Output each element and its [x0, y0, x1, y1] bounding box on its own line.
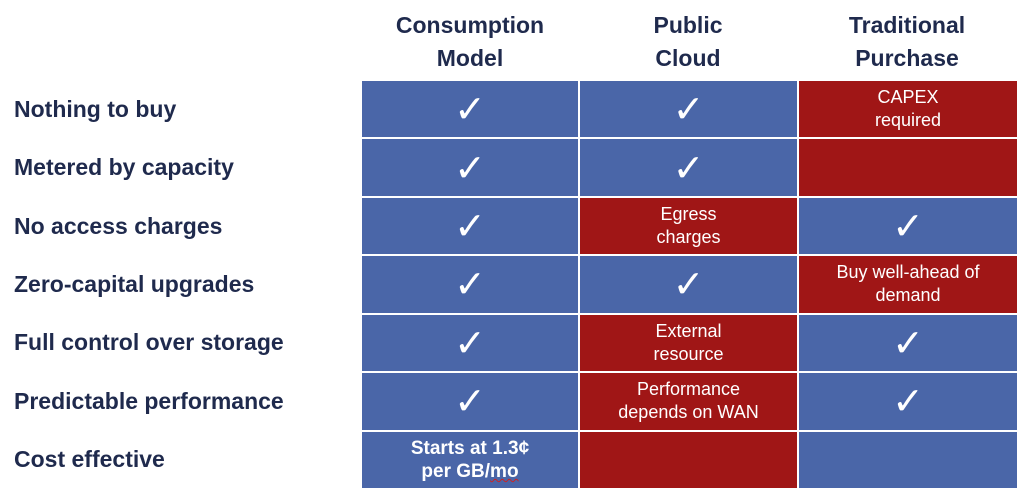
checkmark-icon: ✓	[454, 379, 486, 424]
column-header-line: Public	[653, 12, 723, 38]
row-label: Full control over storage	[14, 329, 284, 356]
checkmark-icon: ✓	[454, 204, 486, 249]
checkmark-icon: ✓	[454, 262, 486, 307]
table-cell: ✓	[361, 372, 579, 431]
table-cell: Egress charges	[579, 196, 798, 256]
row-label: Zero-capital upgrades	[14, 270, 255, 297]
cell-text: CAPEX	[877, 87, 939, 108]
row-label: Metered by capacity	[14, 154, 234, 181]
checkmark-icon: ✓	[672, 262, 705, 307]
checkmark-icon: ✓	[892, 320, 924, 365]
row-label: Nothing to buy	[14, 95, 177, 122]
cell-text: Egress	[660, 204, 717, 225]
table-cell	[798, 138, 1018, 197]
table-cell: ✓	[361, 196, 579, 256]
table-cell: Starts at 1.3¢ per GB/mo	[361, 430, 579, 489]
table-cell: ✓	[798, 313, 1018, 373]
cell-text: charges	[656, 227, 721, 248]
table-cell	[579, 430, 798, 489]
column-header-3: Traditional Purchase	[792, 6, 1022, 78]
cell-text: per GB/mo	[421, 460, 519, 482]
column-header-line: Purchase	[855, 45, 959, 71]
column-header-line: Traditional	[848, 12, 966, 38]
table-cell	[798, 430, 1018, 489]
checkmark-icon: ✓	[454, 145, 486, 190]
cell-text: depends on WAN	[618, 402, 759, 423]
row-label: Cost effective	[14, 446, 165, 473]
checkmark-icon: ✓	[672, 145, 705, 190]
column-header-1: Consumption Model	[355, 6, 585, 78]
cell-text: resource	[653, 343, 724, 364]
checkmark-icon: ✓	[892, 204, 924, 249]
cell-text: Starts at 1.3¢	[410, 437, 530, 459]
table-cell: ✓	[361, 313, 579, 373]
cell-text: Performance	[636, 379, 741, 400]
checkmark-icon: ✓	[892, 379, 924, 424]
table-cell: ✓	[579, 80, 798, 139]
table-cell: Buy well-ahead of demand	[798, 255, 1018, 314]
table-cell: ✓	[579, 255, 798, 314]
comparison-grid: ✓ ✓ CAPEX required ✓ ✓ ✓ Egress charges ✓ ✓ ✓ Buy we…	[361, 80, 1018, 489]
row-label: No access charges	[14, 212, 223, 239]
table-cell: ✓	[361, 255, 579, 314]
checkmark-icon: ✓	[672, 87, 705, 132]
column-header-line: Cloud	[655, 45, 721, 71]
cell-text: Buy well-ahead of	[836, 262, 980, 283]
table-cell: External resource	[579, 313, 798, 373]
row-label: Predictable performance	[14, 387, 284, 414]
checkmark-icon: ✓	[454, 87, 486, 132]
cell-text: demand	[875, 285, 941, 306]
table-cell: ✓	[798, 372, 1018, 431]
column-header-2: Public Cloud	[573, 6, 803, 78]
column-header-line: Model	[436, 45, 504, 71]
table-cell: ✓	[361, 80, 579, 139]
table-cell: CAPEX required	[798, 80, 1018, 139]
table-cell: ✓	[798, 196, 1018, 256]
table-cell: ✓	[579, 138, 798, 197]
table-cell: Performance depends on WAN	[579, 372, 798, 431]
table-cell: ✓	[361, 138, 579, 197]
cell-text: required	[874, 110, 942, 131]
checkmark-icon: ✓	[454, 320, 486, 365]
column-header-line: Consumption	[395, 12, 545, 38]
cell-text: External	[655, 320, 722, 341]
